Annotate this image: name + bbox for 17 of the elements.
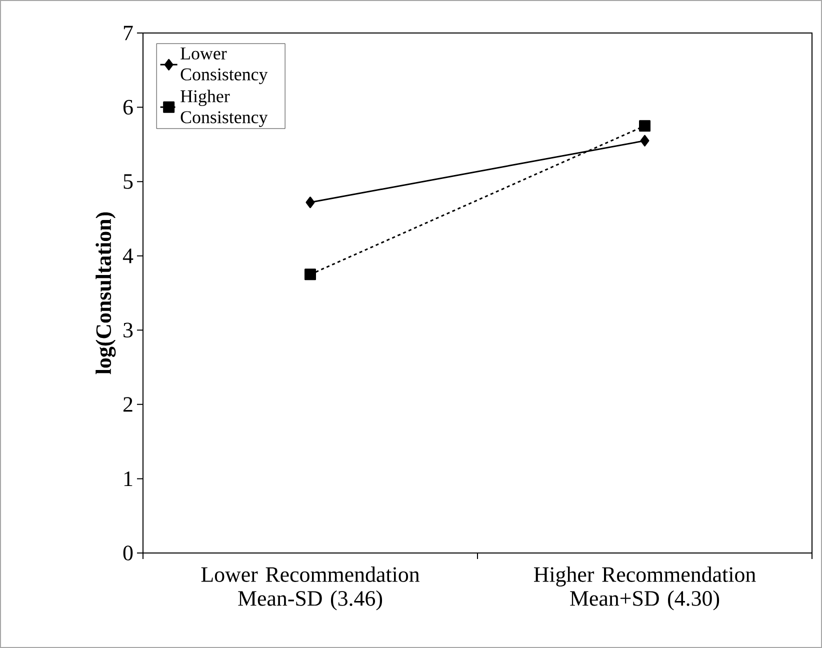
point <box>306 196 315 208</box>
y-tick-label: 3 <box>124 322 133 338</box>
point <box>639 120 651 132</box>
y-tick-label: 0 <box>123 546 133 560</box>
y-tick-label: 6 <box>123 100 133 115</box>
point <box>640 134 650 146</box>
y-tick-label: 7 <box>124 26 133 40</box>
y-tick-label: 4 <box>122 248 134 264</box>
legend-label: Lower Consistency <box>180 48 268 84</box>
point <box>304 268 316 280</box>
y-tick-label: 2 <box>123 397 132 412</box>
x-tick-label: Lower Recommendation Mean-SD (3.46) <box>201 566 420 610</box>
y-tick-label: 5 <box>124 174 133 189</box>
x-tick-label: Higher Recommendation Mean+SD (4.30) <box>534 566 756 610</box>
legend-label: Higher Consistency <box>180 90 268 127</box>
y-axis-title: log(Consultation) <box>96 212 116 374</box>
y-tick-label: 1 <box>124 471 132 486</box>
